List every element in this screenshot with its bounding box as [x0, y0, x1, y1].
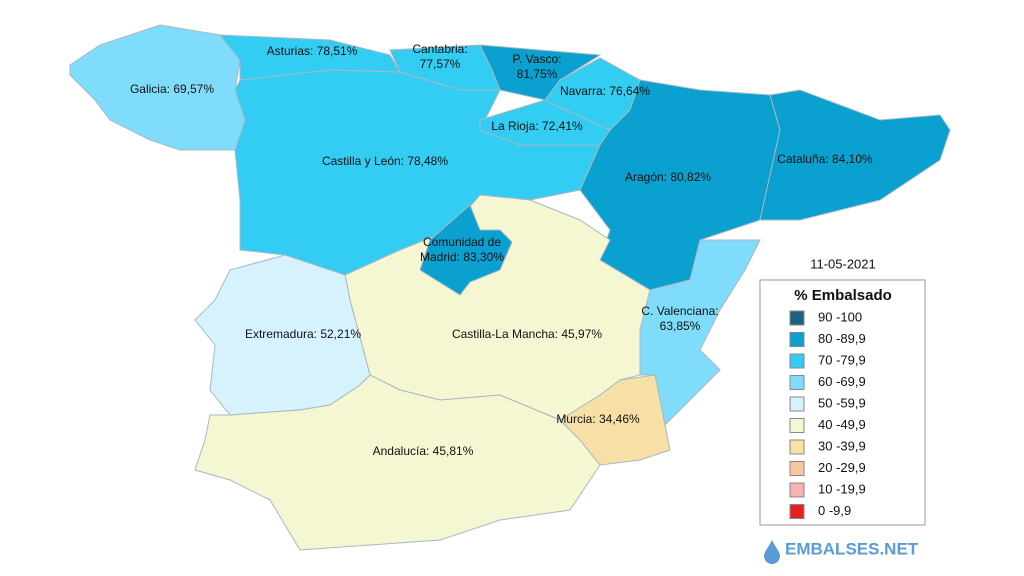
- logo: EMBALSES.NET: [785, 539, 919, 558]
- legend-date: 11-05-2021: [810, 256, 876, 271]
- legend-box: [759, 279, 926, 526]
- region-label: Cataluña: 84,10%: [777, 152, 873, 166]
- legend-swatch: [789, 439, 805, 455]
- legend-label: 0 -9,9: [818, 503, 851, 518]
- region-label: Navarra: 76,64%: [560, 84, 650, 98]
- region-label: Andalucía: 45,81%: [373, 444, 474, 458]
- region-label: Asturias: 78,51%: [267, 44, 358, 58]
- region-label: Extremadura: 52,21%: [245, 327, 361, 341]
- legend-swatch: [789, 396, 805, 412]
- region: [639, 239, 761, 427]
- legend-swatch: [789, 353, 805, 369]
- legend-label: 70 -79,9: [818, 352, 866, 367]
- legend-label: 50 -59,9: [818, 395, 866, 410]
- region-label: Madrid: 83,30%: [420, 250, 504, 264]
- region-label: Castilla-La Mancha: 45,97%: [452, 327, 602, 341]
- legend-swatch: [789, 461, 805, 476]
- region-label: Cantabria:: [412, 42, 467, 56]
- legend-swatch: [789, 418, 805, 433]
- region: [559, 374, 671, 466]
- region-label: 81,75%: [517, 67, 558, 81]
- region-label: C. Valenciana:: [641, 304, 718, 318]
- legend-swatch: [789, 504, 805, 519]
- legend-label: 80 -89,9: [818, 331, 866, 346]
- legend-label: 10 -19,9: [818, 481, 866, 496]
- region-label: Murcia: 34,46%: [556, 412, 640, 426]
- region-label: Aragón: 80,82%: [625, 170, 711, 184]
- region-label: 63,85%: [660, 319, 701, 333]
- region-label: Comunidad de: [423, 235, 501, 249]
- legend-label: 40 -49,9: [818, 417, 866, 432]
- region-label: 77,57%: [420, 57, 461, 71]
- region: [759, 89, 951, 221]
- region-label: Castilla y León: 78,48%: [322, 154, 448, 168]
- legend-label: 60 -69,9: [818, 374, 866, 389]
- legend-swatch: [789, 310, 805, 326]
- logo-icon: [764, 540, 780, 564]
- legend-title: % Embalsado: [794, 287, 892, 304]
- legend-swatch: [789, 482, 805, 498]
- legend-swatch: [789, 375, 805, 390]
- region-label: Galicia: 69,57%: [130, 82, 214, 96]
- legend-swatch: [789, 332, 805, 347]
- legend-label: 90 -100: [818, 309, 862, 324]
- region-label: La Rioja: 72,41%: [491, 119, 583, 133]
- region: [419, 204, 513, 296]
- legend-label: 20 -29,9: [818, 460, 866, 475]
- legend-label: 30 -39,9: [818, 438, 866, 453]
- region-label: P. Vasco:: [513, 52, 562, 66]
